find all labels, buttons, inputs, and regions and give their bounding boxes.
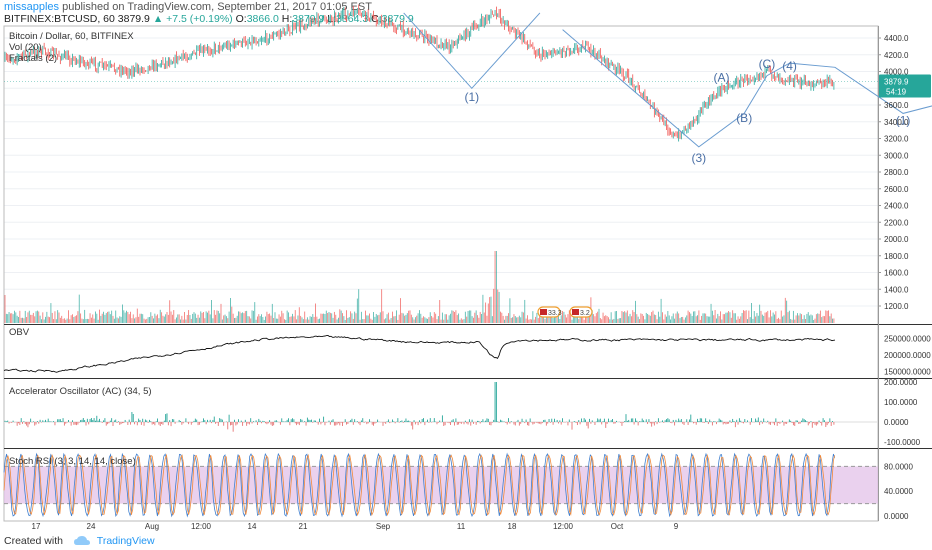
- flag-icon: [540, 309, 547, 315]
- time-tick-label: 9: [674, 522, 679, 531]
- time-tick-label: 17: [32, 522, 41, 531]
- wave-label: (4): [782, 59, 797, 73]
- price-tick-label: 3000.0: [884, 151, 909, 160]
- time-tick-label: 11: [457, 522, 466, 531]
- price-tick-label: 3200.0: [884, 135, 909, 144]
- tradingview-cloud-icon: [73, 536, 90, 546]
- stoch-tick-label: 0.0000: [884, 512, 909, 521]
- wave-line: [562, 29, 932, 148]
- last-price: 3879.9: [117, 13, 150, 25]
- price-badge-countdown: 54:19: [886, 88, 907, 97]
- price-tick-label: 3600.0: [884, 101, 909, 110]
- time-tick-label: Aug: [145, 522, 159, 531]
- price-badge: [879, 74, 931, 98]
- created-with-text: Created with: [4, 535, 63, 547]
- volume-label: Vol (20): [9, 42, 42, 53]
- price-tick-label: 1600.0: [884, 269, 909, 278]
- fractals-label: Fractals (2): [9, 53, 58, 64]
- price-badge-value: 3879.9: [884, 78, 909, 87]
- obv-tick-label: 200000.0000: [884, 351, 931, 360]
- obv-label: OBV: [9, 327, 30, 338]
- time-tick-label: Sep: [376, 522, 391, 531]
- stoch-tick-label: 80.0000: [884, 462, 913, 471]
- event-badge-value: 33.3: [548, 310, 562, 317]
- price-tick-label: 1400.0: [884, 285, 909, 294]
- ac-tick-label: 0.0000: [884, 418, 909, 427]
- price-tick-label: 1800.0: [884, 252, 909, 261]
- wave-label: (1): [896, 113, 911, 127]
- time-tick-label: 24: [87, 522, 96, 531]
- obv-tick-label: 250000.0000: [884, 334, 931, 343]
- time-tick-label: Oct: [611, 522, 624, 531]
- flag-icon: [572, 309, 579, 315]
- wave-line: [403, 12, 541, 90]
- open-label: O:: [235, 13, 247, 25]
- ac-label: Accelerator Oscillator (AC) (34, 5): [9, 386, 152, 397]
- stoch-tick-label: 40.0000: [884, 487, 913, 496]
- stoch-k-line: [3, 452, 836, 518]
- wave-label: (3): [691, 151, 706, 165]
- wave-label: (A): [714, 71, 730, 85]
- price-tick-label: 1200.0: [884, 302, 909, 311]
- ac-tick-label: -100.0000: [884, 438, 921, 447]
- open-value: 3866.0: [246, 13, 279, 25]
- ac-tick-label: 200.0000: [884, 378, 918, 387]
- price-tick-label: 2000.0: [884, 235, 909, 244]
- footer: Created with TradingView: [4, 535, 155, 547]
- price-pane-title: Bitcoin / Dollar, 60, BITFINEX: [9, 31, 134, 42]
- price-tick-label: 2200.0: [884, 218, 909, 227]
- stoch-d-line: [3, 453, 836, 517]
- price-tick-label: 4200.0: [884, 51, 909, 60]
- high-label: H:: [281, 13, 293, 25]
- time-tick-label: 12:00: [553, 522, 574, 531]
- price-tick-label: 2600.0: [884, 185, 909, 194]
- event-badge-value: 3.2: [580, 310, 590, 317]
- plot-border: [3, 25, 879, 522]
- time-tick-label: 12:00: [191, 522, 212, 531]
- time-tick-label: 21: [299, 522, 308, 531]
- price-tick-label: 2800.0: [884, 168, 909, 177]
- published-text: published on TradingView.com, September …: [62, 1, 372, 13]
- ac-tick-label: 100.0000: [884, 398, 918, 407]
- symbol-text: BITFINEX:BTCUSD, 60: [4, 13, 115, 25]
- stoch-rsi-label: Stoch RSI (3, 3, 14, 14, close): [9, 456, 136, 467]
- author-link[interactable]: missapples: [4, 1, 60, 13]
- wave-label: (1): [464, 90, 479, 104]
- price-tick-label: 4000.0: [884, 68, 909, 77]
- price-tick-label: 3400.0: [884, 118, 909, 127]
- obv-tick-label: 150000.0000: [884, 367, 931, 376]
- wave-label: (C): [759, 57, 776, 71]
- price-tick-label: 2400.0: [884, 202, 909, 211]
- obv-line: [3, 335, 836, 373]
- publish-info: missapples published on TradingView.com,…: [4, 1, 372, 13]
- price-tick-label: 4400.0: [884, 34, 909, 43]
- price-change: ▲ +7.5 (+0.19%): [152, 13, 233, 25]
- time-tick-label: 18: [508, 522, 517, 531]
- wave-label: (B): [736, 111, 752, 125]
- time-tick-label: 14: [248, 522, 257, 531]
- tradingview-brand[interactable]: TradingView: [96, 535, 155, 547]
